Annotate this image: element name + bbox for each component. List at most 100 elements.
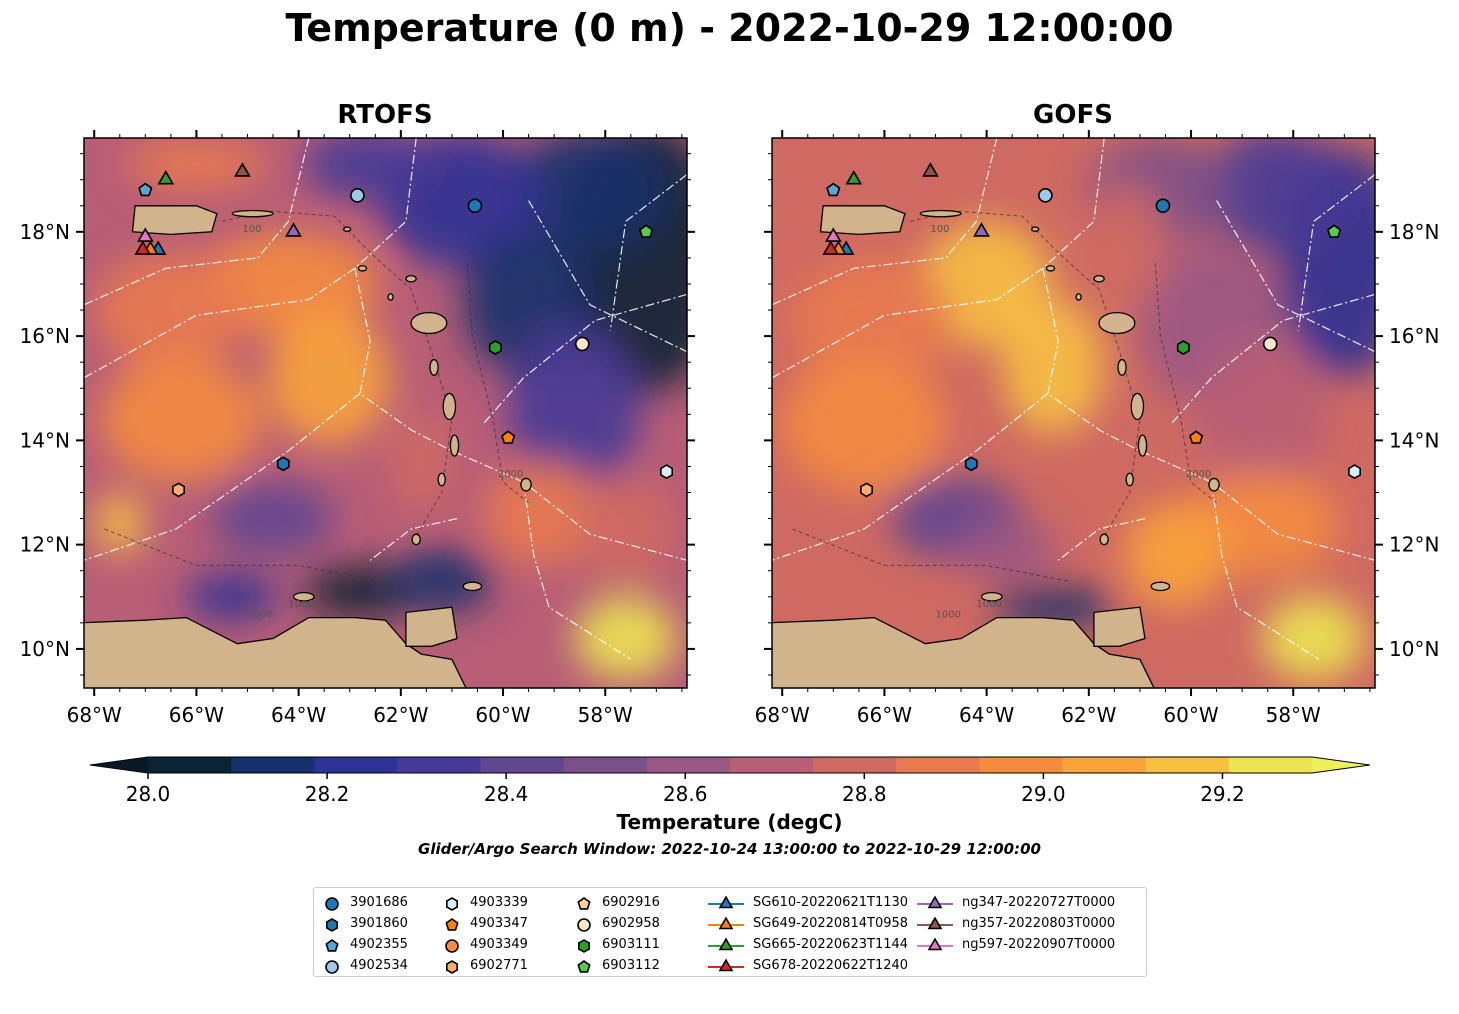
float-marker-6902958 [1262, 336, 1278, 352]
legend-marker-4903347 [445, 917, 459, 931]
glider-marker-SG665-20220623T1144 [157, 170, 175, 185]
colorbar-tick-label: 28.8 [842, 782, 887, 806]
float-marker-4903339 [1348, 464, 1361, 480]
legend-label: 6903111 [602, 937, 660, 952]
legend-label: SG610-20220621T1130 [753, 895, 909, 910]
legend-label: ng347-20220727T0000 [962, 895, 1116, 910]
colorbar-swatch [231, 757, 315, 773]
colorbar: 28.0 28.2 28.4 28.6 28.8 29.0 29.2 [89, 756, 1371, 806]
triangle-marker-icon [917, 895, 953, 908]
float-marker-4903347 [501, 430, 516, 444]
observation-markers [822, 162, 1361, 498]
legend-column: 3901686 3901860 4902355 4902534 [322, 892, 408, 976]
lat-tick-label: 10°N [20, 637, 70, 661]
colorbar-label: Temperature (degC) [616, 810, 843, 834]
colorbar-tick-label: 28.0 [126, 782, 171, 806]
glider-marker-ng597-20220907T0000 [137, 227, 154, 242]
pentagon-marker-icon [325, 938, 339, 952]
lon-tick-label: 60°W [475, 703, 530, 727]
legend-marker-SG678-20220622T1240 [718, 958, 734, 971]
colorbar-swatch [314, 757, 398, 773]
pentagon-marker-icon [577, 959, 591, 973]
figure-title: Temperature (0 m) - 2022-10-29 12:00:00 [285, 6, 1174, 50]
legend-marker-6902916 [577, 896, 591, 910]
legend-label: ng357-20220803T0000 [962, 916, 1116, 931]
map-frame [83, 137, 688, 689]
legend-item: 3901686 [322, 892, 408, 913]
legend-item: SG665-20220623T1144 [707, 934, 908, 955]
legend-item: ng357-20220803T0000 [916, 913, 1115, 934]
glider-marker-SG665-20220623T1144 [845, 170, 863, 185]
lon-tick-label: 68°W [755, 703, 810, 727]
legend-item: ng597-20220907T0000 [916, 934, 1115, 955]
legend-column: 4903339 4903347 4903349 6902771 [442, 892, 528, 976]
axis-ticks [764, 130, 1383, 696]
map-frame [771, 137, 1376, 689]
colorbar-tick-label: 28.6 [663, 782, 708, 806]
legend: 3901686 3901860 4902355 4902534 4903339 49033… [313, 887, 1147, 977]
circle-marker-icon [325, 896, 339, 911]
legend-item: SG649-20220814T0958 [707, 913, 908, 934]
colorbar-swatch [979, 757, 1064, 773]
contour-labels: 1000 2000 1000 100 [930, 224, 1211, 621]
legend-marker-4903349 [445, 938, 459, 953]
contour-label: 1000 [936, 610, 961, 621]
land [84, 205, 532, 688]
contour-label: 2000 [498, 469, 523, 480]
contour-label: 100 [930, 224, 949, 235]
legend-column: ng347-20220727T0000 ng357-20220803T0000 ng… [916, 892, 1115, 955]
panel-title-rtofs: RTOFS [337, 100, 433, 130]
legend-item: 4902355 [322, 934, 408, 955]
colorbar-swatch [480, 757, 565, 773]
legend-item: ng347-20220727T0000 [916, 892, 1115, 913]
map-panel-rtofs[interactable]: 1000 2000 1000 100 68°W 66°W 64°W 62°W 60°W 58°W 1… [20, 122, 728, 727]
legend-marker-6903112 [577, 959, 591, 973]
legend-item: 4902534 [322, 955, 408, 976]
lat-tick-label: 16°N [20, 324, 70, 348]
lat-tick-label: 18°N [1389, 220, 1439, 244]
lat-tick-label: 12°N [20, 533, 70, 557]
colorbar-swatch [397, 757, 482, 773]
colorbar-swatch [1062, 757, 1147, 773]
lat-tick-label: 10°N [1389, 637, 1439, 661]
legend-item: 6902771 [442, 955, 528, 976]
triangle-marker-icon [708, 895, 744, 908]
float-marker-6903111 [1176, 340, 1190, 356]
colorbar-under-extension [90, 757, 148, 773]
legend-label: 6902958 [602, 916, 660, 931]
legend-marker-6903111 [578, 938, 590, 953]
lon-tick-label: 68°W [67, 703, 122, 727]
lat-tick-label: 14°N [1389, 428, 1439, 452]
float-marker-4902534 [350, 188, 365, 203]
glider-marker-SG678-20220622T1240 [134, 240, 152, 255]
lat-tick-label: 14°N [20, 428, 70, 452]
legend-label: ng597-20220907T0000 [962, 937, 1116, 952]
triangle-marker-icon [917, 937, 953, 950]
glider-marker-ng597-20220907T0000 [825, 227, 842, 242]
legend-marker-6902771 [446, 959, 458, 974]
legend-item: 6902958 [574, 913, 660, 934]
colorbar-tick-label: 29.0 [1021, 782, 1066, 806]
legend-label: 3901860 [350, 916, 408, 931]
contour-label: 1000 [248, 610, 273, 621]
colorbar-swatch [813, 757, 897, 773]
colorbar-swatch [896, 757, 980, 773]
legend-item: 4903349 [442, 934, 528, 955]
legend-label: 6902771 [470, 958, 528, 973]
legend-item: SG678-20220622T1240 [707, 955, 908, 976]
legend-label: 4903347 [470, 916, 528, 931]
legend-marker-4902534 [325, 959, 339, 974]
contour-labels: 1000 2000 1000 100 [242, 224, 523, 621]
legend-marker-ng347-20220727T0000 [927, 895, 943, 908]
float-marker-4903339 [660, 464, 674, 480]
contour-label: 1000 [976, 599, 1001, 610]
colorbar-swatch [646, 757, 731, 773]
map-panel-gofs[interactable]: 1000 2000 1000 100 68°W 66°W 64°W 62°W 60°W 58°W 1… [755, 128, 1440, 727]
colorbar-swatch [1228, 757, 1313, 773]
lon-tick-label: 60°W [1163, 703, 1218, 727]
legend-label: 6903112 [602, 958, 660, 973]
legend-marker-4902355 [325, 938, 339, 952]
legend-item: 6902916 [574, 892, 660, 913]
float-marker-3901860 [276, 456, 290, 472]
